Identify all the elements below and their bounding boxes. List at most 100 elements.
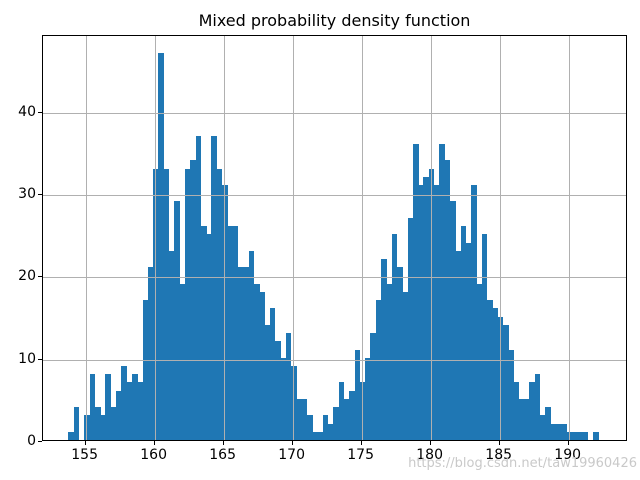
histogram-bar	[312, 431, 318, 440]
histogram-bar	[126, 382, 133, 440]
bars-layer	[43, 36, 626, 440]
histogram-bar	[465, 242, 472, 440]
histogram-bar	[449, 201, 456, 440]
histogram-bar	[184, 168, 191, 440]
histogram-bar	[253, 283, 260, 440]
histogram-bar	[322, 415, 329, 440]
histogram-bar	[481, 234, 488, 440]
histogram-bar	[561, 423, 567, 440]
histogram-bar	[333, 407, 340, 440]
histogram-bar	[518, 398, 525, 440]
gridline-vertical	[223, 36, 225, 440]
histogram-bar	[285, 333, 292, 440]
plot-area	[42, 35, 627, 441]
histogram-bar	[365, 357, 371, 440]
histogram-bar	[555, 423, 562, 440]
x-tick-mark	[498, 441, 500, 445]
histogram-bar	[476, 283, 483, 440]
histogram-bar	[375, 300, 382, 440]
histogram-bar	[571, 431, 578, 440]
histogram-bar	[439, 143, 446, 440]
histogram-bar	[211, 135, 218, 440]
histogram-bar	[391, 234, 398, 440]
histogram-bar	[460, 226, 467, 440]
y-tick-label: 40	[18, 103, 36, 120]
histogram-bar	[471, 184, 477, 440]
histogram-bar	[338, 382, 345, 440]
watermark-url: https://blog.csdn.net/taw19960426	[408, 456, 637, 471]
histogram-bar	[343, 398, 350, 440]
histogram-bar	[73, 407, 80, 440]
histogram-bar	[434, 184, 440, 440]
y-tick-label: 10	[18, 350, 36, 367]
histogram-bar	[386, 283, 393, 440]
x-tick-label: 165	[209, 447, 237, 463]
gridline-horizontal	[43, 359, 626, 361]
x-tick-mark	[429, 441, 431, 445]
histogram-bar	[179, 283, 186, 440]
histogram-bar	[407, 217, 414, 440]
histogram-bar	[280, 357, 287, 440]
histogram-bar	[227, 226, 234, 440]
histogram-bar	[306, 415, 313, 440]
x-tick-label: 155	[71, 447, 98, 463]
histogram-bar	[200, 226, 207, 440]
gridline-vertical	[292, 36, 294, 440]
histogram-bar	[301, 398, 308, 440]
histogram-bar	[418, 184, 424, 440]
histogram-bar	[577, 431, 583, 440]
histogram-bar	[455, 250, 461, 440]
histogram-bar	[89, 374, 96, 440]
x-tick-label: 185	[485, 447, 513, 463]
histogram-bar	[524, 398, 530, 440]
y-tick-label: 20	[18, 268, 36, 285]
histogram-bar	[328, 423, 334, 440]
histogram-bar	[359, 382, 366, 440]
x-tick-mark	[84, 441, 86, 445]
x-tick-label: 180	[416, 447, 444, 463]
histogram-bar	[370, 333, 377, 440]
y-tick-mark	[38, 194, 42, 196]
histogram-bar	[502, 324, 509, 440]
x-tick-label: 170	[278, 447, 306, 463]
histogram-bar	[105, 374, 112, 440]
histogram-bar	[174, 201, 181, 440]
histogram-bar	[349, 390, 355, 440]
histogram-bar	[582, 431, 589, 440]
histogram-bar	[153, 168, 159, 440]
histogram-bar	[158, 53, 165, 440]
gridline-horizontal	[43, 195, 626, 197]
histogram-bar	[216, 168, 223, 440]
histogram-bar	[275, 341, 281, 440]
gridline-vertical	[430, 36, 432, 440]
gridline-vertical	[85, 36, 87, 440]
histogram-bar	[222, 184, 228, 440]
histogram-bar	[296, 398, 302, 440]
histogram-bar	[290, 365, 297, 440]
histogram-bar	[110, 407, 117, 440]
histogram-bar	[206, 234, 212, 440]
histogram-bar	[513, 382, 520, 440]
x-tick-mark	[567, 441, 569, 445]
gridline-vertical	[568, 36, 570, 440]
histogram-bar	[264, 324, 271, 440]
histogram-bar	[529, 382, 536, 440]
histogram-bar	[593, 431, 599, 440]
x-tick-label: 175	[347, 447, 375, 463]
histogram-bar	[396, 267, 403, 440]
x-tick-label: 190	[554, 447, 582, 463]
histogram-bar	[492, 308, 499, 440]
y-tick-mark	[38, 358, 42, 360]
histogram-bar	[487, 300, 493, 440]
gridline-vertical	[499, 36, 501, 440]
gridline-vertical	[361, 36, 363, 440]
y-tick-mark	[38, 111, 42, 113]
y-tick-mark	[38, 276, 42, 278]
histogram-bar	[259, 291, 265, 440]
gridline-horizontal	[43, 112, 626, 114]
histogram-bar	[269, 308, 276, 440]
grid-layer	[43, 36, 626, 440]
histogram-bar	[402, 291, 408, 440]
histogram-bar	[142, 300, 149, 440]
histogram-bar	[354, 349, 361, 440]
